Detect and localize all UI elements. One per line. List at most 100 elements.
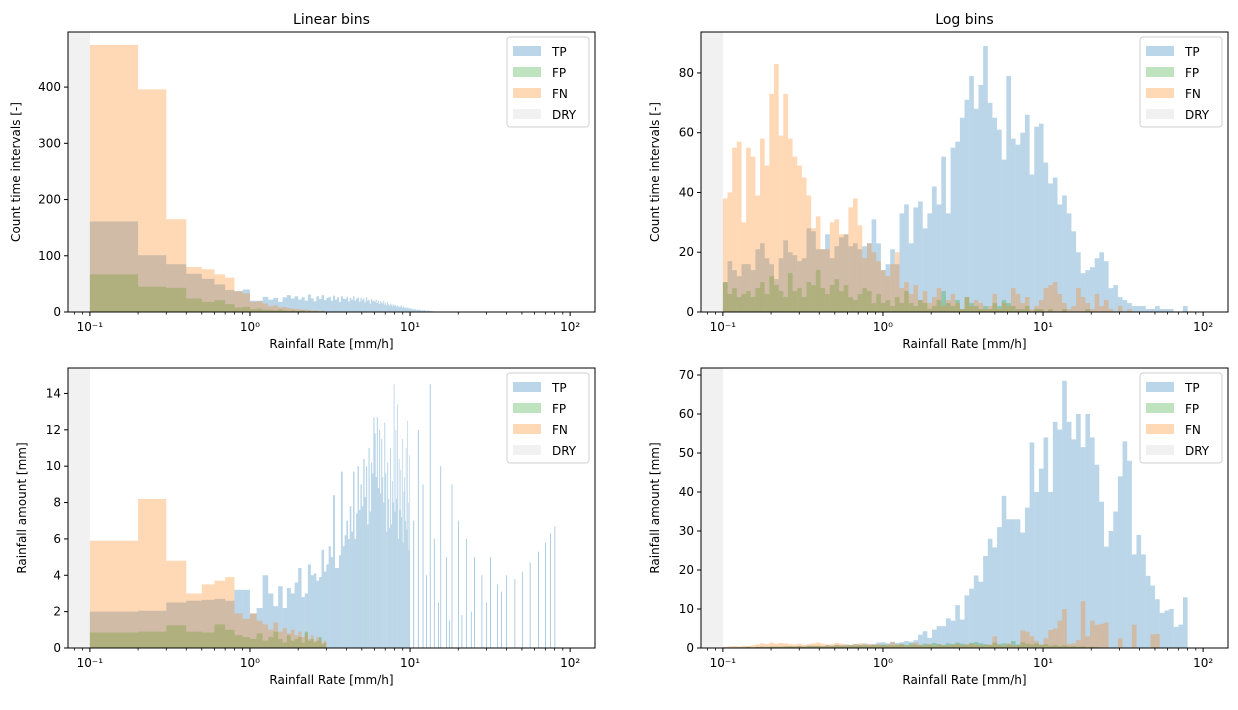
bar-TP (466, 539, 467, 648)
bar-FN (858, 225, 863, 312)
series-FN (90, 45, 326, 312)
bar-FN (1076, 640, 1081, 648)
x-tick-label: 10¹ (400, 656, 420, 670)
bar-TP (530, 563, 531, 648)
bar-FN (298, 632, 301, 648)
bar-FN (728, 192, 733, 312)
bar-TP (356, 299, 357, 312)
dry-region (701, 368, 723, 648)
bar-TP (329, 297, 331, 312)
bar-TP (365, 497, 366, 648)
bar-FN (951, 294, 956, 312)
bar-TP (955, 142, 960, 312)
bar-TP (418, 430, 419, 648)
bar-TP (360, 484, 361, 648)
bar-FN (811, 228, 816, 312)
bar-TP (545, 543, 546, 648)
bar-TP (462, 615, 463, 648)
bar-TP (378, 488, 379, 648)
dry-region (68, 368, 90, 648)
bar-FN (322, 643, 324, 648)
bar-FN (1150, 634, 1155, 648)
bar-TP (951, 621, 956, 648)
bar-FN (797, 166, 802, 312)
bar-FN (937, 644, 942, 648)
bar-TP (396, 307, 397, 312)
bar-TP (381, 302, 382, 312)
bar-TP (490, 557, 491, 648)
legend-label-TP: TP (551, 45, 567, 59)
bar-FN (283, 307, 287, 312)
bar-FN (1071, 643, 1076, 648)
bar-TP (388, 499, 389, 648)
bar-FN (225, 577, 234, 648)
bar-FN (1006, 306, 1011, 312)
legend-label-FP: FP (552, 66, 566, 80)
bar-FN (816, 643, 821, 648)
bar-FN (820, 249, 825, 312)
y-tick-label: 40 (679, 185, 694, 199)
bar-TP (362, 300, 363, 312)
bar-FN (1132, 625, 1137, 648)
bar-FN (830, 222, 835, 312)
bar-TP (1039, 469, 1044, 648)
y-tick-label: 6 (53, 532, 61, 546)
bar-FN (1053, 629, 1058, 648)
bar-FN (263, 304, 269, 312)
bar-TP (538, 552, 539, 648)
bar-FN (755, 644, 760, 648)
bar-TP (400, 470, 401, 648)
bar-TP (377, 417, 378, 648)
bar-TP (1118, 476, 1123, 648)
bar-TP (360, 298, 361, 312)
bar-TP (1002, 496, 1007, 648)
y-tick-label: 8 (53, 496, 61, 510)
bar-FN (890, 264, 895, 312)
legend-swatch-FP (513, 403, 541, 413)
bar-FN (765, 166, 770, 312)
bar-TP (497, 584, 498, 648)
legend-swatch-TP (1146, 46, 1174, 56)
bar-FN (1020, 303, 1025, 312)
bar-TP (400, 306, 401, 312)
legend-swatch-TP (513, 46, 541, 56)
bar-TP (969, 76, 974, 312)
bar-TP (1090, 267, 1095, 312)
bar-TP (398, 539, 399, 648)
legend-swatch-FP (1146, 403, 1174, 413)
bar-FN (834, 643, 839, 648)
bar-FN (324, 641, 326, 648)
bar-TP (482, 575, 483, 648)
bar-TP (410, 309, 411, 312)
x-tick-label: 10¹ (1033, 656, 1053, 670)
bar-FN (1118, 306, 1123, 312)
bar-TP (1136, 535, 1141, 648)
bar-FN (969, 306, 974, 312)
legend-label-DRY: DRY (1185, 108, 1210, 122)
bar-TP (997, 130, 1002, 312)
bar-TP (380, 301, 381, 312)
bar-FN (250, 302, 257, 312)
bar-TP (501, 592, 502, 648)
bar-TP (430, 384, 431, 648)
legend-label-FN: FN (1185, 423, 1201, 437)
legend-swatch-FP (1146, 67, 1174, 77)
bar-TP (974, 109, 979, 312)
y-axis-label: Count time intervals [-] (648, 102, 662, 242)
bar-FN (988, 306, 993, 312)
bar-TP (333, 296, 335, 312)
bar-FN (1044, 288, 1049, 312)
bar-TP (1011, 519, 1016, 648)
bar-TP (413, 521, 414, 648)
bar-TP (1011, 139, 1016, 312)
bar-FN (853, 644, 858, 648)
y-tick-label: 80 (679, 66, 694, 80)
bar-FN (974, 300, 979, 312)
bar-FN (788, 644, 793, 648)
x-tick-label: 10² (560, 320, 580, 334)
bar-TP (395, 512, 396, 648)
